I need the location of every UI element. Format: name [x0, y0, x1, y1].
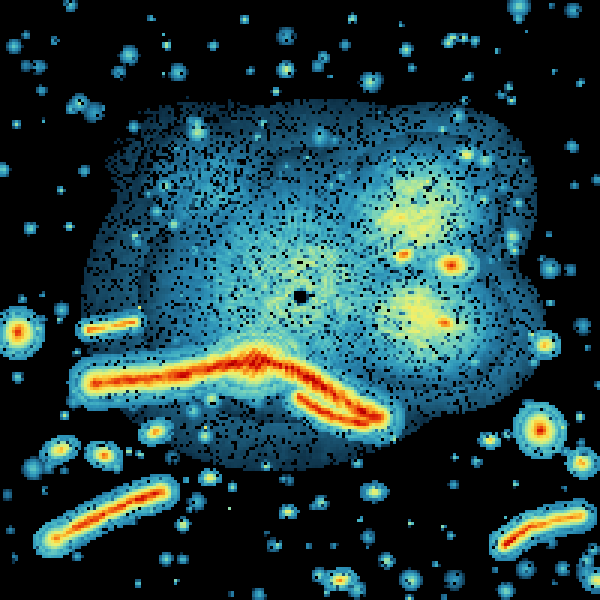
radar-reflectivity-display[interactable]: dBZ Weather radar base reflectivity disp… [0, 0, 600, 600]
radar-reflectivity-canvas[interactable] [0, 0, 600, 600]
